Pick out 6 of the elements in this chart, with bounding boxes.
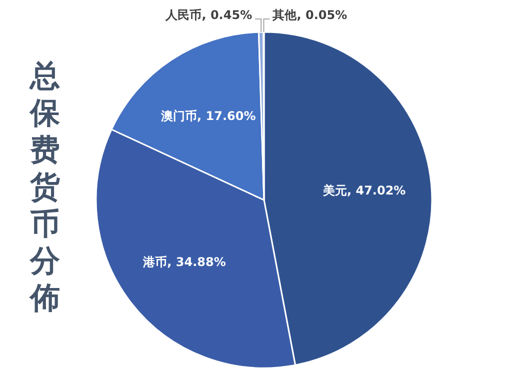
slice-label: 美元, 47.02%: [322, 184, 406, 198]
slice-label: 人民币, 0.45%: [164, 8, 252, 22]
slice-label: 港币, 34.88%: [142, 254, 226, 269]
slice-label: 其他, 0.05%: [272, 8, 348, 22]
slice-label: 澳门币, 17.60%: [160, 108, 256, 123]
title: 总保费货币分佈: [30, 59, 60, 316]
